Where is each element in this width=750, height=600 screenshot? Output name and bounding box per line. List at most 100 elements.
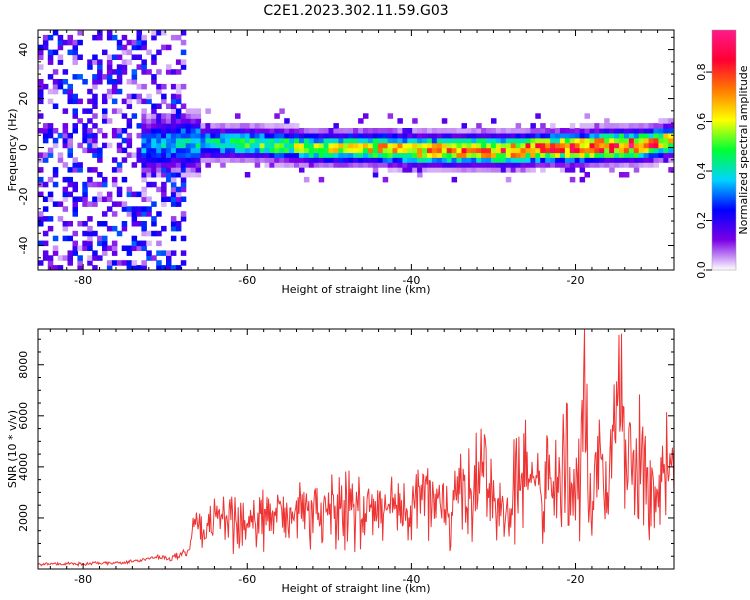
- heatmap-cell: [72, 123, 78, 129]
- heatmap-cell: [235, 147, 241, 154]
- heatmap-cell: [303, 128, 310, 134]
- heatmap-cell: [136, 245, 142, 251]
- heatmap-cell: [67, 88, 73, 95]
- heatmap-cell: [92, 196, 98, 202]
- heatmap-cell: [97, 128, 103, 134]
- heatmap-cell: [343, 152, 349, 158]
- heatmap-cell: [348, 132, 354, 139]
- heatmap-cell: [461, 147, 467, 154]
- heatmap-cell: [545, 132, 551, 139]
- heatmap-cell: [441, 162, 448, 168]
- heatmap-cell: [584, 128, 590, 134]
- heatmap-cell: [540, 132, 546, 139]
- heatmap-cell: [461, 167, 467, 173]
- heatmap-cell: [313, 137, 320, 144]
- heatmap-cell: [82, 79, 88, 85]
- figure-title: C2E1.2023.302.11.59.G03: [263, 3, 448, 19]
- heatmap-cell: [141, 221, 147, 227]
- heatmap-cell: [579, 167, 586, 173]
- heatmap-cell: [136, 123, 142, 129]
- heatmap-cell: [294, 132, 300, 139]
- heatmap-cell: [259, 142, 266, 149]
- heatmap-cell: [161, 167, 167, 173]
- heatmap-cell: [57, 255, 64, 261]
- heatmap-cell: [417, 137, 423, 144]
- y-tick-label: 2000: [17, 504, 30, 532]
- heatmap-cell: [397, 137, 403, 144]
- heatmap-cell: [540, 162, 546, 168]
- heatmap-cell: [156, 123, 162, 129]
- heatmap-cell: [638, 147, 645, 154]
- heatmap-cell: [668, 137, 674, 144]
- heatmap-cell: [486, 152, 492, 158]
- heatmap-cell: [407, 132, 413, 139]
- heatmap-cell: [116, 147, 123, 154]
- heatmap-cell: [102, 245, 108, 251]
- heatmap-cell: [318, 162, 325, 168]
- heatmap-cell: [225, 142, 231, 149]
- heatmap-cell: [190, 142, 197, 149]
- heatmap-cell: [353, 147, 359, 154]
- heatmap-cell: [106, 69, 113, 75]
- heatmap-cell: [126, 265, 133, 270]
- heatmap-cell: [348, 137, 354, 144]
- heatmap-cell: [230, 142, 236, 149]
- heatmap-cell: [530, 128, 536, 134]
- heatmap-cell: [495, 132, 502, 139]
- heatmap-cell: [52, 30, 59, 36]
- heatmap-cell: [397, 162, 403, 168]
- x-tick-label: -20: [567, 573, 585, 586]
- heatmap-cell: [599, 128, 605, 134]
- heatmap-cell: [151, 79, 157, 85]
- heatmap-cell: [106, 88, 113, 95]
- heatmap-cell: [323, 142, 330, 149]
- heatmap-cell: [170, 108, 177, 114]
- heatmap-cell: [313, 162, 320, 168]
- heatmap-cell: [185, 113, 192, 119]
- heatmap-cell: [628, 142, 635, 149]
- heatmap-cell: [471, 142, 477, 149]
- heatmap-cell: [412, 157, 418, 163]
- heatmap-cell: [628, 123, 635, 129]
- heatmap-cell: [348, 152, 354, 158]
- heatmap-cell: [62, 88, 69, 95]
- heatmap-cell: [195, 162, 202, 168]
- heatmap-cell: [515, 147, 522, 154]
- heatmap-cell: [377, 137, 384, 144]
- heatmap-cell: [402, 157, 408, 163]
- heatmap-cell: [648, 152, 655, 158]
- heatmap-cell: [77, 265, 83, 270]
- heatmap-cell: [604, 128, 610, 134]
- heatmap-cell: [431, 147, 438, 154]
- heatmap-cell: [126, 98, 133, 105]
- heatmap-cell: [102, 118, 108, 124]
- heatmap-cell: [441, 167, 448, 173]
- heatmap-cell: [121, 69, 128, 75]
- heatmap-cell: [116, 230, 123, 237]
- heatmap-cell: [175, 191, 182, 198]
- heatmap-cell: [52, 128, 59, 134]
- heatmap-cell: [195, 167, 202, 173]
- heatmap-cell: [175, 128, 182, 134]
- heatmap-cell: [540, 147, 546, 154]
- heatmap-cell: [161, 172, 167, 178]
- heatmap-cell: [456, 162, 462, 168]
- heatmap-cell: [589, 137, 595, 144]
- heatmap-cell: [87, 181, 93, 188]
- heatmap-cell: [92, 230, 98, 237]
- heatmap-cell: [540, 167, 546, 173]
- heatmap-cell: [190, 137, 197, 144]
- heatmap-cell: [180, 123, 187, 129]
- heatmap-cell: [97, 34, 103, 41]
- heatmap-cell: [638, 157, 645, 163]
- heatmap-cell: [38, 216, 44, 222]
- heatmap-cell: [555, 132, 561, 139]
- heatmap-cell: [653, 157, 659, 163]
- heatmap-cell: [495, 137, 502, 144]
- heatmap-cell: [116, 191, 123, 198]
- heatmap-cell: [62, 206, 69, 212]
- heatmap-cell: [358, 137, 364, 144]
- heatmap-cell: [111, 176, 118, 183]
- heatmap-cell: [269, 157, 275, 163]
- heatmap-cell: [353, 142, 359, 149]
